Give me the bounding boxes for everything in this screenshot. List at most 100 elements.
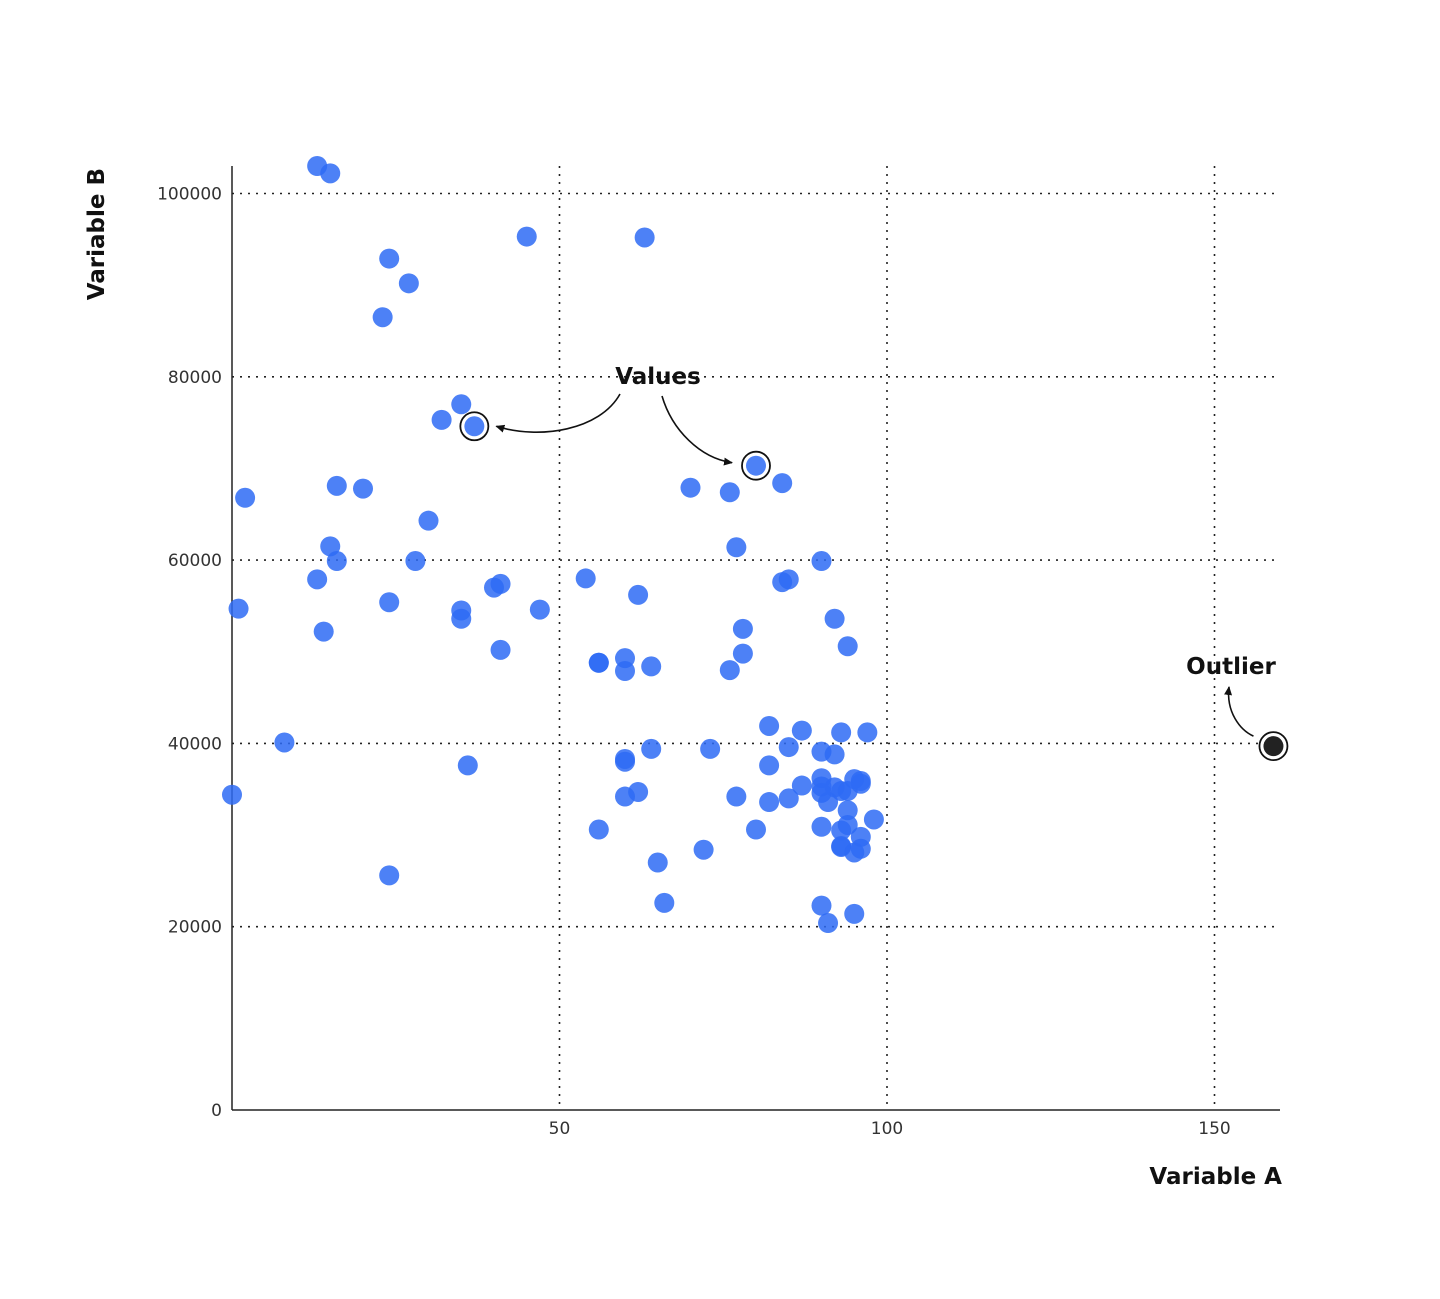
- data-point: [379, 592, 400, 613]
- x-axis-title: Variable A: [1149, 1164, 1282, 1190]
- data-point: [379, 865, 400, 886]
- data-point: [372, 307, 393, 328]
- data-point: [824, 608, 845, 629]
- y-tick-label: 40000: [168, 734, 222, 754]
- values-arrow-left: [495, 393, 621, 433]
- data-point: [398, 273, 419, 294]
- data-point: [778, 569, 799, 590]
- data-point: [418, 510, 439, 531]
- data-point: [457, 755, 478, 776]
- data-point: [726, 537, 747, 558]
- data-point: [654, 892, 675, 913]
- x-tick-label: 150: [1198, 1119, 1230, 1139]
- data-point: [746, 819, 766, 840]
- values-arrow-right: [661, 395, 733, 466]
- y-tick-label: 100000: [157, 184, 222, 204]
- data-point: [641, 738, 662, 759]
- data-point: [274, 732, 295, 753]
- data-point: [529, 599, 550, 620]
- data-point: [719, 660, 740, 681]
- data-point: [451, 394, 472, 415]
- outlier-point: [1263, 736, 1284, 757]
- outlier-arrow: [1224, 686, 1254, 737]
- data-point: [628, 584, 649, 605]
- data-point: [759, 792, 780, 813]
- data-point: [831, 722, 852, 743]
- data-point: [680, 477, 701, 498]
- data-point: [726, 786, 747, 807]
- data-point: [222, 784, 242, 805]
- tick-labels: 0 20000 40000 60000 80000 100000 50 100 150: [157, 184, 1231, 1139]
- data-point: [307, 569, 328, 590]
- data-point: [464, 416, 485, 437]
- data-point: [647, 852, 668, 873]
- data-point: [719, 482, 740, 503]
- values-annotation-label: Values: [615, 364, 701, 390]
- data-point: [811, 551, 832, 572]
- data-point: [857, 722, 878, 743]
- data-point: [575, 568, 596, 589]
- data-point: [732, 618, 753, 639]
- data-point: [615, 786, 635, 807]
- data-point: [824, 744, 845, 765]
- data-point: [235, 487, 256, 508]
- data-point: [451, 608, 472, 629]
- data-point: [516, 226, 537, 247]
- data-point: [772, 473, 793, 494]
- data-point: [490, 639, 511, 660]
- y-tick-label: 80000: [168, 368, 222, 388]
- data-point: [353, 478, 373, 499]
- data-point: [700, 738, 721, 759]
- data-point: [837, 781, 858, 802]
- x-tick-label: 50: [549, 1119, 571, 1139]
- y-tick-label: 0: [211, 1101, 222, 1121]
- outlier-annotation-label: Outlier: [1186, 654, 1276, 680]
- data-point: [379, 248, 400, 269]
- data-point: [431, 409, 452, 430]
- data-point: [759, 715, 780, 736]
- y-axis-title: Variable B: [84, 168, 110, 300]
- data-point: [791, 720, 812, 741]
- data-point: [634, 227, 655, 248]
- data-point: [746, 455, 766, 476]
- data-point: [778, 737, 799, 758]
- data-point: [732, 643, 753, 664]
- outlier-ring: [1258, 731, 1289, 762]
- data-point: [588, 652, 609, 673]
- annotations: Values Outlier: [495, 364, 1276, 737]
- data-point: [615, 751, 635, 772]
- data-point: [844, 842, 865, 863]
- axes: [231, 166, 1280, 1111]
- data-points: [222, 156, 1289, 934]
- y-tick-label: 20000: [168, 918, 222, 938]
- data-point: [320, 163, 341, 184]
- data-point: [228, 598, 249, 619]
- grid-lines: [232, 166, 1280, 1110]
- highlight-ring: [459, 411, 490, 442]
- data-point: [490, 573, 511, 594]
- x-tick-label: 100: [871, 1119, 903, 1139]
- data-point: [615, 660, 635, 681]
- data-point: [791, 775, 812, 796]
- data-point: [818, 913, 839, 934]
- data-point: [313, 621, 334, 642]
- data-point: [811, 895, 832, 916]
- data-point: [863, 809, 884, 830]
- data-point: [831, 820, 852, 841]
- data-point: [818, 792, 839, 813]
- data-point: [778, 788, 799, 809]
- data-point: [588, 819, 609, 840]
- data-point: [405, 551, 426, 572]
- data-point: [844, 903, 865, 924]
- data-point: [837, 636, 858, 657]
- data-point: [326, 551, 347, 572]
- y-tick-label: 60000: [168, 551, 222, 571]
- data-point: [759, 755, 780, 776]
- data-point: [811, 816, 832, 837]
- data-point: [326, 475, 347, 496]
- highlight-ring: [741, 450, 771, 481]
- data-point: [837, 800, 858, 821]
- data-point: [693, 839, 714, 860]
